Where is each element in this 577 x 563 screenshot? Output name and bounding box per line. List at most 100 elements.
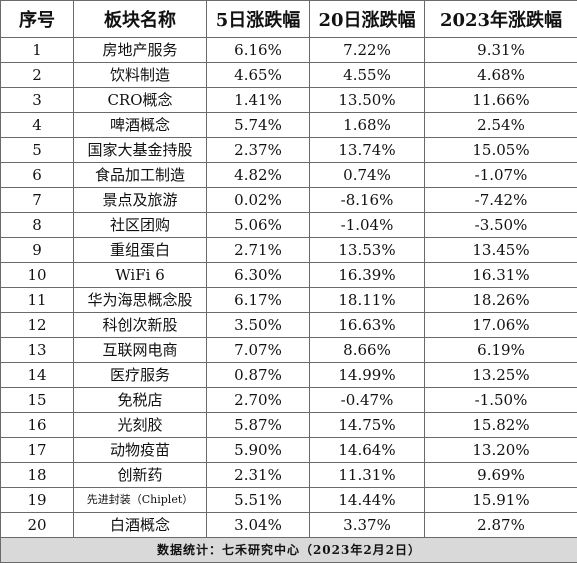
cell-sector-name: 房地产服务 [74,38,207,63]
cell-5day-change: 6.30% [207,263,310,288]
cell-5day-change: 4.82% [207,163,310,188]
cell-5day-change: 5.90% [207,438,310,463]
cell-sector-name: 医疗服务 [74,363,207,388]
cell-20day-change: -0.47% [310,388,425,413]
cell-20day-change: 14.64% [310,438,425,463]
cell-sector-name: CRO概念 [74,88,207,113]
cell-2023-change: -1.50% [425,388,577,413]
cell-5day-change: 3.50% [207,313,310,338]
cell-index: 8 [1,213,74,238]
cell-5day-change: 7.07% [207,338,310,363]
cell-index: 6 [1,163,74,188]
cell-sector-name: 动物疫苗 [74,438,207,463]
cell-index: 7 [1,188,74,213]
cell-sector-name: 食品加工制造 [74,163,207,188]
cell-5day-change: 2.71% [207,238,310,263]
cell-2023-change: 17.06% [425,313,577,338]
cell-sector-name: 国家大基金持股 [74,138,207,163]
cell-2023-change: 13.25% [425,363,577,388]
cell-sector-name: 社区团购 [74,213,207,238]
cell-sector-name: 啤酒概念 [74,113,207,138]
cell-sector-name: 饮料制造 [74,63,207,88]
cell-2023-change: 13.20% [425,438,577,463]
cell-20day-change: 11.31% [310,463,425,488]
header-sector-name: 板块名称 [74,1,207,38]
cell-20day-change: 18.11% [310,288,425,313]
cell-2023-change: 15.05% [425,138,577,163]
cell-2023-change: -1.07% [425,163,577,188]
cell-5day-change: 5.06% [207,213,310,238]
cell-2023-change: 15.82% [425,413,577,438]
cell-sector-name: 创新药 [74,463,207,488]
cell-2023-change: 4.68% [425,63,577,88]
cell-5day-change: 6.17% [207,288,310,313]
cell-2023-change: 2.87% [425,513,577,538]
cell-index: 14 [1,363,74,388]
cell-sector-name: 重组蛋白 [74,238,207,263]
cell-index: 16 [1,413,74,438]
cell-20day-change: -8.16% [310,188,425,213]
cell-20day-change: 1.68% [310,113,425,138]
cell-index: 10 [1,263,74,288]
cell-index: 18 [1,463,74,488]
cell-index: 13 [1,338,74,363]
cell-5day-change: 2.31% [207,463,310,488]
cell-20day-change: 16.39% [310,263,425,288]
cell-5day-change: 5.87% [207,413,310,438]
cell-index: 5 [1,138,74,163]
cell-5day-change: 2.37% [207,138,310,163]
data-source-note: 数据统计：七禾研究中心（2023年2月2日） [1,538,577,563]
header-20day-change: 20日涨跌幅 [310,1,425,38]
cell-2023-change: 9.69% [425,463,577,488]
cell-2023-change: -7.42% [425,188,577,213]
header-2023-change: 2023年涨跌幅 [425,1,577,38]
cell-2023-change: 16.31% [425,263,577,288]
cell-index: 19 [1,488,74,513]
cell-20day-change: 14.44% [310,488,425,513]
cell-20day-change: 13.50% [310,88,425,113]
cell-5day-change: 0.02% [207,188,310,213]
cell-20day-change: 7.22% [310,38,425,63]
cell-20day-change: 13.53% [310,238,425,263]
cell-5day-change: 5.74% [207,113,310,138]
cell-sector-name: 互联网电商 [74,338,207,363]
cell-20day-change: 13.74% [310,138,425,163]
cell-sector-name: 景点及旅游 [74,188,207,213]
cell-sector-name: 光刻胶 [74,413,207,438]
cell-2023-change: 11.66% [425,88,577,113]
footer-row: 数据统计：七禾研究中心（2023年2月2日） [1,538,577,563]
cell-index: 11 [1,288,74,313]
cell-index: 17 [1,438,74,463]
cell-sector-name: 先进封装（Chiplet） [74,488,207,513]
cell-index: 3 [1,88,74,113]
cell-2023-change: -3.50% [425,213,577,238]
cell-index: 9 [1,238,74,263]
cell-20day-change: -1.04% [310,213,425,238]
cell-index: 20 [1,513,74,538]
cell-sector-name: 免税店 [74,388,207,413]
cell-index: 1 [1,38,74,63]
cell-20day-change: 14.99% [310,363,425,388]
cell-5day-change: 3.04% [207,513,310,538]
cell-20day-change: 4.55% [310,63,425,88]
cell-20day-change: 3.37% [310,513,425,538]
cell-20day-change: 8.66% [310,338,425,363]
cell-index: 15 [1,388,74,413]
